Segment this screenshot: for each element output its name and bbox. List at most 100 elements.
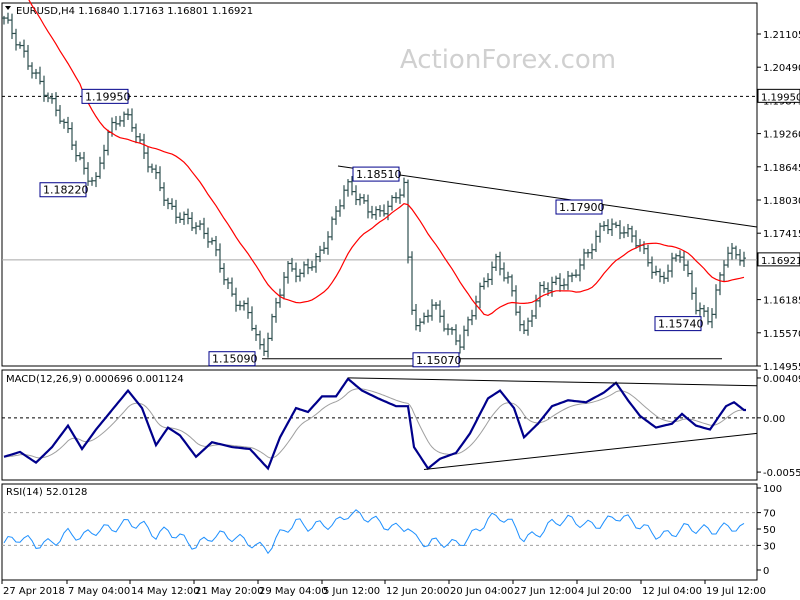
price-bar xyxy=(666,264,670,282)
price-tick-label: 1.21105 xyxy=(763,30,800,41)
price-bar xyxy=(446,323,450,336)
price-bar xyxy=(370,205,374,219)
price-bar xyxy=(338,199,342,217)
price-bar xyxy=(394,192,398,203)
price-bar xyxy=(306,258,310,275)
label-1-15090-box xyxy=(208,351,256,367)
price-bar xyxy=(690,270,694,300)
macd-panel-title: MACD(12,26,9) 0.000696 0.001124 xyxy=(6,374,184,385)
price-bar xyxy=(126,108,130,120)
price-bar xyxy=(294,262,298,283)
price-bar xyxy=(598,222,602,243)
price-bar xyxy=(590,243,594,259)
price-bar xyxy=(10,13,14,40)
price-bar xyxy=(82,151,86,175)
price-bar xyxy=(626,223,630,237)
price-bar xyxy=(66,116,70,134)
price-bar xyxy=(718,272,722,296)
price-bar xyxy=(706,307,710,325)
price-bar xyxy=(374,206,378,220)
price-bar xyxy=(554,275,558,286)
rsi-tick-label: 30 xyxy=(763,541,776,552)
price-bar xyxy=(254,324,258,341)
price-bar xyxy=(694,287,698,315)
price-bar xyxy=(46,92,50,103)
price-bar xyxy=(470,309,474,326)
x-tick-label: 27 Apr 2018 xyxy=(3,586,65,597)
price-bar xyxy=(58,105,62,124)
price-bar xyxy=(570,272,574,283)
price-bar xyxy=(74,140,78,162)
price-bar xyxy=(642,241,646,255)
price-bar xyxy=(490,261,494,285)
price-bar xyxy=(578,258,582,282)
price-bar xyxy=(14,28,18,51)
price-bar xyxy=(138,133,142,144)
price-bar xyxy=(482,277,486,290)
rsi-tick-label: 0 xyxy=(763,566,769,577)
price-bar xyxy=(498,251,502,276)
price-bar xyxy=(522,320,526,335)
price-bar xyxy=(354,185,358,206)
price-bar xyxy=(442,309,446,332)
price-bar xyxy=(390,195,394,211)
resistance-price-box xyxy=(757,88,800,103)
price-bar xyxy=(670,252,674,278)
price-bar xyxy=(542,281,546,293)
price-bars xyxy=(2,12,746,358)
x-tick-label: 27 Jun 12:00 xyxy=(514,586,578,597)
x-tick-label: 12 Jun 20:00 xyxy=(386,586,450,597)
price-bar xyxy=(226,277,230,290)
x-tick-label: 21 May 20:00 xyxy=(195,586,264,597)
label-1-15090: 1.15090 xyxy=(212,353,258,366)
price-bar xyxy=(98,156,102,179)
price-bar xyxy=(418,318,422,332)
price-bar xyxy=(702,304,706,318)
price-bar xyxy=(222,263,226,285)
price-bar xyxy=(262,338,266,356)
price-bar xyxy=(206,227,210,248)
price-panel-title: EURUSD,H4 1.16840 1.17163 1.16801 1.1692… xyxy=(16,6,253,17)
macd-panel-frame xyxy=(1,369,758,481)
price-bar xyxy=(362,194,366,204)
price-bar xyxy=(194,222,198,235)
x-tick-label: 5 Jun 12:00 xyxy=(323,586,380,597)
price-bar xyxy=(62,118,66,129)
price-bar xyxy=(202,217,206,239)
price-bar xyxy=(154,164,158,180)
macd-tick-label: -0.005568 xyxy=(763,468,800,479)
price-bar xyxy=(170,198,174,210)
price-bar xyxy=(102,144,106,170)
price-bar xyxy=(54,92,58,117)
price-bar xyxy=(662,271,666,284)
price-bar xyxy=(558,273,562,292)
price-bar xyxy=(282,272,286,300)
price-bar xyxy=(566,270,570,290)
price-bar xyxy=(2,15,6,25)
price-bar xyxy=(334,206,338,225)
price-tick-label: 1.17415 xyxy=(763,229,800,240)
price-bar xyxy=(238,300,242,311)
x-tick-label: 12 Jul 04:00 xyxy=(642,586,702,597)
watermark-text: ActionForex.com xyxy=(400,45,616,75)
price-bar xyxy=(518,305,522,332)
price-bar xyxy=(342,185,346,210)
price-bar xyxy=(410,251,414,315)
price-bar xyxy=(654,265,658,276)
price-bar xyxy=(86,162,90,186)
price-bar xyxy=(454,324,458,346)
price-bar xyxy=(422,312,426,325)
price-tick-label: 1.19260 xyxy=(763,130,800,141)
price-bar xyxy=(50,93,54,104)
price-bar xyxy=(130,108,134,132)
price-bar xyxy=(234,287,238,312)
price-panel-frame xyxy=(1,2,758,367)
price-bar xyxy=(486,273,490,288)
price-bar xyxy=(630,225,634,243)
price-bar xyxy=(250,306,254,331)
price-bar xyxy=(326,231,330,255)
price-bar xyxy=(722,260,726,282)
price-tick-label: 1.14955 xyxy=(763,362,800,373)
price-bar xyxy=(614,221,618,229)
price-bar xyxy=(678,250,682,263)
